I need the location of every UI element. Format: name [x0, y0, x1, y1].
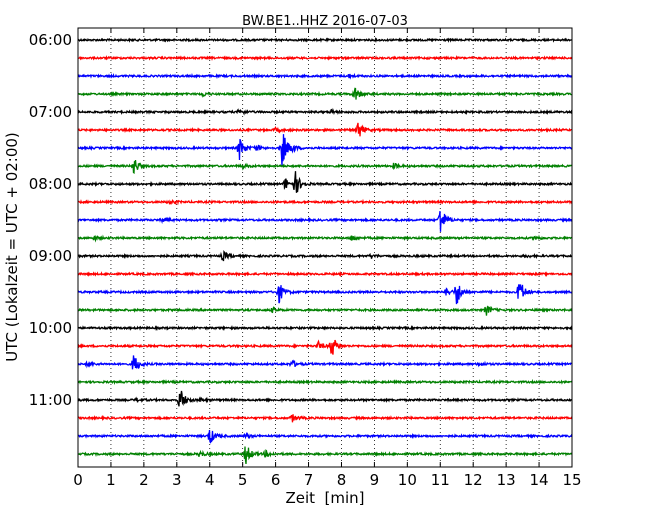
x-tick-label-10: 10	[398, 471, 417, 489]
trace-row-2	[77, 72, 573, 80]
trace-row-10	[77, 211, 573, 232]
x-tick-label-11: 11	[431, 471, 450, 489]
x-tick-label-4: 4	[205, 471, 215, 489]
y-tick-label-10:00: 10:00	[29, 319, 72, 337]
trace-row-18	[77, 355, 573, 370]
trace-row-15	[77, 305, 573, 316]
trace-row-11	[77, 234, 573, 243]
trace-row-22	[77, 430, 573, 444]
y-tick-labels: 06:00 07:00 08:00 09:00 10:00 11:00	[29, 31, 72, 409]
chart-title: BW.BE1..HHZ 2016-07-03	[242, 14, 408, 29]
trace-row-21	[77, 414, 573, 423]
trace-row-20	[77, 390, 573, 407]
y-tick-label-09:00: 09:00	[29, 247, 72, 265]
y-tick-label-08:00: 08:00	[29, 175, 72, 193]
y-tick-label-11:00: 11:00	[29, 391, 72, 409]
trace-row-8	[77, 171, 573, 193]
x-tick-label-13: 13	[497, 471, 516, 489]
x-tick-label-9: 9	[370, 471, 380, 489]
y-tick-label-07:00: 07:00	[29, 103, 72, 121]
x-axis-title: Zeit [min]	[285, 489, 364, 507]
trace-row-16	[77, 324, 573, 332]
trace-row-17	[77, 339, 573, 355]
x-tick-label-6: 6	[271, 471, 281, 489]
trace-row-5	[77, 122, 573, 137]
trace-row-1	[77, 55, 573, 62]
trace-row-9	[77, 198, 573, 206]
x-tick-label-14: 14	[530, 471, 549, 489]
trace-row-6	[77, 134, 573, 167]
x-tick-label-3: 3	[172, 471, 182, 489]
y-axis-title: UTC (Lokalzeit = UTC + 02:00)	[3, 132, 21, 362]
trace-row-7	[77, 160, 573, 175]
trace-row-19	[77, 378, 573, 385]
y-tick-label-06:00: 06:00	[29, 31, 72, 49]
trace-row-13	[77, 270, 573, 278]
x-tick-label-15: 15	[562, 471, 581, 489]
x-tick-label-12: 12	[464, 471, 483, 489]
axis-ticks	[77, 28, 573, 467]
trace-row-12	[77, 249, 573, 262]
plot-frame	[77, 27, 573, 468]
x-tick-label-7: 7	[304, 471, 314, 489]
trace-row-23	[77, 446, 573, 465]
trace-row-0	[77, 36, 573, 44]
trace-row-3	[77, 87, 573, 100]
x-tick-label-5: 5	[238, 471, 248, 489]
x-tick-labels: 0 1 2 3 4 5 6 7 8 9 10 11 12 13 14 15	[73, 471, 581, 489]
trace-row-14	[77, 284, 573, 305]
x-tick-label-2: 2	[139, 471, 149, 489]
trace-lines	[77, 36, 573, 465]
trace-row-4	[77, 107, 573, 116]
x-tick-label-0: 0	[73, 471, 83, 489]
x-tick-label-8: 8	[337, 471, 347, 489]
x-tick-label-1: 1	[106, 471, 116, 489]
